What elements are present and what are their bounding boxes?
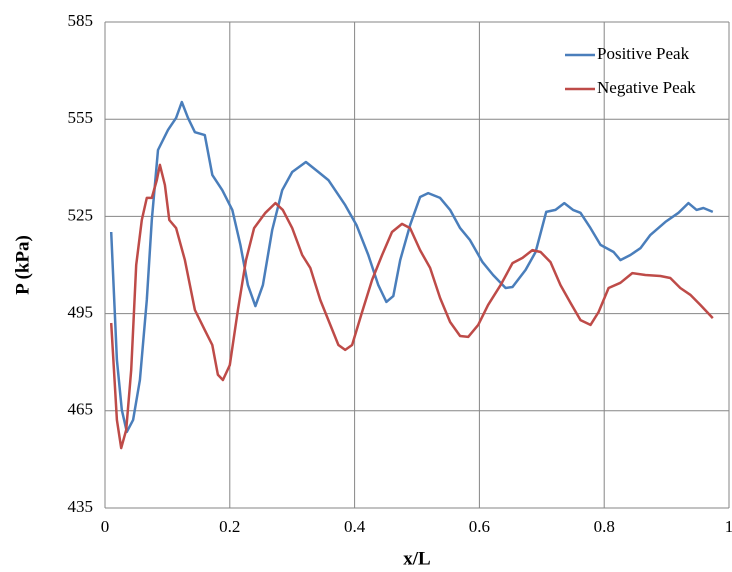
y-tick-label: 555 <box>68 108 94 127</box>
y-axis-label: P (kPa) <box>12 235 33 295</box>
y-tick-label: 585 <box>68 11 94 30</box>
y-tick-label: 495 <box>68 303 94 322</box>
legend-label: Positive Peak <box>597 44 690 63</box>
y-tick-label: 465 <box>68 400 94 419</box>
x-tick-label: 0.6 <box>469 517 490 536</box>
x-tick-label: 0.2 <box>219 517 240 536</box>
y-tick-label: 525 <box>68 205 94 224</box>
x-tick-label: 0.8 <box>594 517 615 536</box>
y-tick-label: 435 <box>68 497 94 516</box>
x-tick-label: 1 <box>725 517 732 536</box>
x-tick-label: 0 <box>101 517 110 536</box>
x-tick-label: 0.4 <box>344 517 366 536</box>
x-axis-label: x/L <box>403 548 430 569</box>
data-line <box>109 100 714 434</box>
data-line <box>109 163 714 450</box>
legend-label: Negative Peak <box>597 78 696 97</box>
